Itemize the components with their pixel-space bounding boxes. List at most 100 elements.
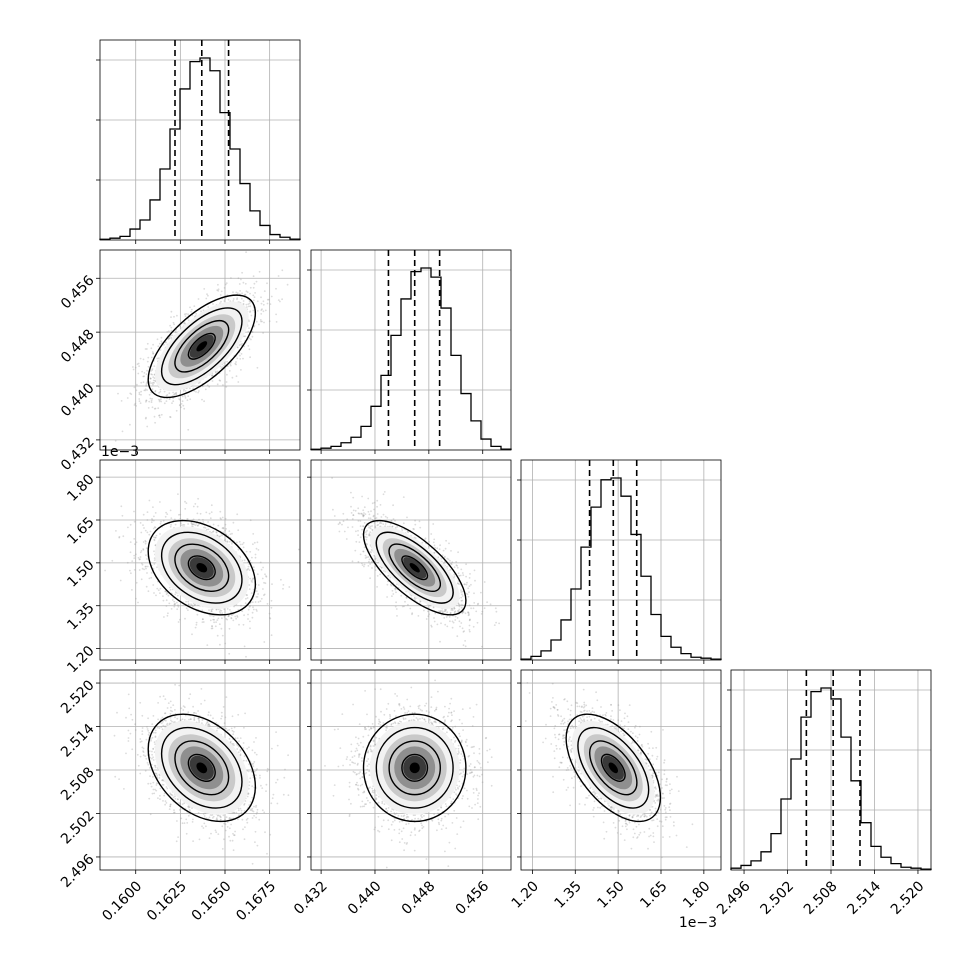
scatter-point bbox=[192, 505, 195, 508]
scatter-point bbox=[248, 588, 251, 590]
scatter-point bbox=[131, 560, 134, 562]
scatter-point bbox=[136, 363, 139, 366]
scatter-point bbox=[178, 513, 180, 516]
scatter-point bbox=[430, 624, 433, 627]
scatter-point bbox=[460, 589, 462, 591]
scatter-point bbox=[188, 603, 190, 605]
scatter-point bbox=[207, 528, 210, 531]
scatter-point bbox=[145, 373, 148, 375]
scatter-point bbox=[260, 568, 263, 571]
scatter-point bbox=[436, 623, 439, 626]
scatter-point bbox=[171, 402, 173, 404]
scatter-point bbox=[256, 610, 258, 612]
scatter-point bbox=[129, 551, 132, 554]
scatter-point bbox=[219, 535, 222, 538]
scatter-point bbox=[175, 409, 178, 412]
scatter-point bbox=[153, 526, 156, 529]
scatter-point bbox=[247, 330, 250, 333]
scatter-point bbox=[152, 383, 154, 386]
scatter-point bbox=[238, 283, 241, 285]
scatter-point bbox=[209, 517, 212, 520]
scatter-point bbox=[240, 297, 243, 300]
scatter-point bbox=[154, 536, 157, 539]
scatter-point bbox=[157, 345, 160, 348]
scatter-point bbox=[160, 398, 162, 400]
contour-line bbox=[160, 307, 243, 386]
scatter-point bbox=[151, 519, 154, 522]
scatter-point bbox=[368, 526, 370, 529]
scatter-point bbox=[203, 400, 206, 403]
scatter-point bbox=[169, 509, 172, 512]
scatter-point bbox=[152, 352, 155, 355]
scatter-point bbox=[244, 293, 247, 296]
scatter-point bbox=[363, 563, 366, 566]
scatter-point bbox=[210, 608, 213, 611]
scatter-point bbox=[247, 345, 250, 347]
scatter-point bbox=[174, 330, 177, 333]
scatter-point bbox=[153, 407, 156, 410]
scatter-point bbox=[221, 516, 224, 519]
scatter-point bbox=[236, 615, 239, 617]
scatter-point bbox=[232, 521, 235, 524]
scatter-point bbox=[248, 569, 251, 572]
scatter-point bbox=[432, 523, 435, 525]
scatter-point bbox=[464, 645, 467, 648]
scatter-point bbox=[184, 390, 187, 392]
scatter-point bbox=[165, 599, 168, 602]
scatter-point bbox=[214, 370, 217, 373]
scatter-point bbox=[235, 617, 238, 620]
scatter-point bbox=[264, 582, 267, 585]
scatter-point bbox=[243, 345, 246, 348]
scatter-point bbox=[208, 609, 210, 611]
scatter-point bbox=[228, 530, 231, 532]
scatter-point bbox=[152, 379, 155, 382]
scatter-point bbox=[254, 601, 257, 603]
scatter-point bbox=[179, 513, 182, 516]
scatter-point bbox=[458, 608, 461, 611]
scatter-point bbox=[194, 603, 196, 606]
scatter-point bbox=[254, 292, 256, 294]
scatter-point bbox=[143, 375, 146, 378]
scatter-point bbox=[268, 320, 271, 323]
scatter-point bbox=[433, 544, 436, 547]
scatter-point bbox=[156, 338, 159, 341]
scatter-point bbox=[444, 608, 446, 611]
scatter-point bbox=[219, 379, 222, 382]
scatter-point bbox=[166, 394, 169, 396]
scatter-point bbox=[207, 294, 209, 297]
scatter-point bbox=[139, 551, 142, 554]
scatter-point bbox=[266, 603, 269, 605]
scatter-point bbox=[169, 525, 172, 528]
scatter-point bbox=[152, 376, 155, 378]
scatter-point bbox=[275, 313, 277, 316]
scatter-point bbox=[256, 596, 259, 598]
scatter-point bbox=[220, 300, 222, 303]
scatter-point bbox=[453, 573, 456, 576]
scatter-point bbox=[187, 609, 189, 611]
scatter-point bbox=[239, 343, 242, 346]
scatter-point bbox=[260, 309, 263, 311]
scatter-point bbox=[146, 511, 149, 513]
scatter-point bbox=[210, 610, 213, 613]
scatter-point bbox=[159, 453, 161, 455]
scatter-point bbox=[173, 393, 175, 396]
scatter-point bbox=[386, 583, 389, 586]
scatter-point bbox=[228, 614, 230, 617]
scatter-point bbox=[252, 299, 255, 302]
scatter-point bbox=[222, 527, 225, 530]
scatter-point bbox=[256, 541, 259, 544]
scatter-point bbox=[211, 627, 214, 630]
scatter-point bbox=[229, 363, 232, 365]
scatter-point bbox=[196, 613, 199, 616]
scatter-point bbox=[236, 292, 239, 295]
scatter-point bbox=[361, 562, 363, 565]
scatter-point bbox=[134, 366, 137, 369]
scatter-point bbox=[153, 415, 156, 418]
scatter-point bbox=[195, 391, 197, 393]
scatter-point bbox=[232, 300, 235, 302]
scatter-point bbox=[260, 313, 263, 315]
scatter-point bbox=[187, 395, 190, 398]
scatter-point bbox=[142, 541, 145, 543]
scatter-point bbox=[233, 605, 236, 608]
scatter-point bbox=[216, 370, 219, 373]
